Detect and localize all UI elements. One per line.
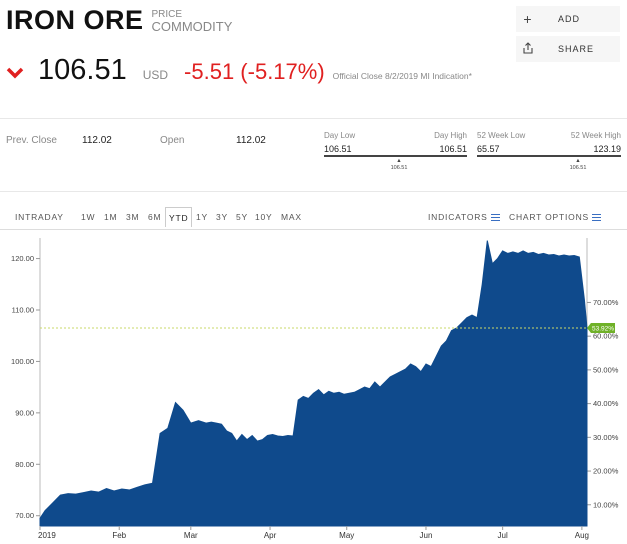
x-tick-label: Apr bbox=[264, 531, 277, 540]
week-low-label: 52 Week Low bbox=[477, 131, 526, 140]
stats-panel: Prev. Close 112.02 Open 112.02 Day Low D… bbox=[0, 118, 627, 192]
y-right-tick-label: 20.00% bbox=[593, 467, 619, 476]
y-right-tick-label: 30.00% bbox=[593, 433, 619, 442]
range-tabs: INTRADAY 1W 1M 3M 6M YTD 1Y 3Y 5Y 10Y MA… bbox=[10, 207, 620, 229]
tab-divider bbox=[0, 229, 627, 230]
week-range-bar bbox=[477, 155, 621, 157]
tab-ytd[interactable]: YTD bbox=[165, 207, 193, 227]
tab-max[interactable]: MAX bbox=[281, 212, 302, 222]
menu-icon bbox=[592, 212, 601, 223]
day-low-value: 106.51 bbox=[324, 144, 352, 154]
chart-options-button[interactable]: CHART OPTIONS bbox=[509, 207, 601, 227]
y-right-tick-label: 70.00% bbox=[593, 298, 619, 307]
tab-1w[interactable]: 1W bbox=[81, 212, 96, 222]
indicators-button[interactable]: INDICATORS bbox=[428, 207, 500, 227]
header: IRON ORE PRICE COMMODITY bbox=[6, 4, 232, 36]
week-range: 52 Week Low 52 Week High 65.57 123.19 ▲ 1… bbox=[477, 131, 621, 191]
day-high-value: 106.51 bbox=[439, 144, 467, 154]
share-button[interactable]: SHARE bbox=[516, 36, 620, 62]
x-tick-label: May bbox=[339, 531, 354, 540]
down-arrow-icon bbox=[6, 66, 26, 84]
day-high-label: Day High bbox=[434, 131, 467, 140]
action-buttons: + ADD SHARE bbox=[516, 6, 620, 66]
prev-close-label: Prev. Close bbox=[6, 135, 57, 146]
tab-6m[interactable]: 6M bbox=[148, 212, 162, 222]
tab-10y[interactable]: 10Y bbox=[255, 212, 273, 222]
week-marker-value: 106.51 bbox=[569, 165, 587, 171]
tab-intraday[interactable]: INTRADAY bbox=[15, 212, 64, 222]
tab-3y[interactable]: 3Y bbox=[216, 212, 228, 222]
y-left-tick-label: 100.00 bbox=[11, 357, 34, 366]
y-right-tick-label: 40.00% bbox=[593, 399, 619, 408]
day-range-bar bbox=[324, 155, 467, 157]
y-right-tick-label: 60.00% bbox=[593, 332, 619, 341]
chart-options-label: CHART OPTIONS bbox=[509, 212, 589, 222]
day-marker-value: 106.51 bbox=[390, 165, 408, 171]
quote-row: 106.51 USD -5.51 (-5.17%) Official Close… bbox=[6, 54, 472, 87]
x-tick-label: Mar bbox=[184, 531, 198, 540]
week-high-value: 123.19 bbox=[593, 144, 621, 154]
week-high-label: 52 Week High bbox=[570, 131, 621, 140]
page-title: IRON ORE bbox=[6, 5, 144, 35]
y-left-tick-label: 80.00 bbox=[15, 460, 34, 469]
current-price: 106.51 bbox=[38, 54, 127, 86]
plus-icon: + bbox=[523, 11, 533, 27]
day-range-marker: ▲ 106.51 bbox=[390, 158, 408, 171]
y-right-tick-label: 10.00% bbox=[593, 500, 619, 509]
y-left-tick-label: 120.00 bbox=[11, 254, 34, 263]
tab-3m[interactable]: 3M bbox=[126, 212, 140, 222]
day-range: Day Low Day High 106.51 106.51 ▲ 106.51 bbox=[324, 131, 467, 191]
official-close-note: Official Close 8/2/2019 MI Indication* bbox=[332, 71, 472, 81]
share-icon bbox=[518, 41, 538, 57]
y-right-tick-label: 50.00% bbox=[593, 365, 619, 374]
add-button[interactable]: + ADD bbox=[516, 6, 620, 32]
subtitle-bottom: COMMODITY bbox=[151, 19, 233, 34]
open-value: 112.02 bbox=[236, 135, 266, 146]
menu-icon bbox=[490, 212, 500, 223]
indicators-label: INDICATORS bbox=[428, 212, 488, 222]
x-tick-label: Jul bbox=[498, 531, 508, 540]
x-tick-label: Aug bbox=[575, 531, 589, 540]
y-left-tick-label: 70.00 bbox=[15, 511, 34, 520]
x-tick-label: Jun bbox=[420, 531, 433, 540]
tab-1m[interactable]: 1M bbox=[104, 212, 118, 222]
share-button-label: SHARE bbox=[558, 44, 595, 54]
week-range-marker: ▲ 106.51 bbox=[569, 158, 587, 171]
price-chart[interactable]: 70.00 80.00 90.00 100.00 110.00 120.00 10.00% 2… bbox=[0, 232, 627, 544]
y-left-tick-label: 110.00 bbox=[12, 306, 34, 315]
day-low-label: Day Low bbox=[324, 131, 356, 140]
open-label: Open bbox=[160, 135, 185, 146]
add-button-label: ADD bbox=[558, 14, 581, 24]
week-low-value: 65.57 bbox=[477, 144, 500, 154]
tab-5y[interactable]: 5Y bbox=[236, 212, 248, 222]
tab-1y[interactable]: 1Y bbox=[196, 212, 208, 222]
last-price-badge bbox=[587, 322, 615, 333]
price-area-series bbox=[39, 240, 588, 527]
page-subtitle: PRICE COMMODITY bbox=[152, 9, 233, 33]
price-change: -5.51 (-5.17%) bbox=[184, 59, 325, 84]
prev-close-value: 112.02 bbox=[82, 135, 112, 146]
y-left-tick-label: 90.00 bbox=[15, 408, 34, 417]
currency: USD bbox=[142, 68, 169, 82]
last-price-badge-label: 53.92% bbox=[592, 325, 614, 332]
subtitle-top: PRICE bbox=[151, 9, 183, 20]
x-tick-label: Feb bbox=[112, 531, 126, 540]
x-tick-label: 2019 bbox=[38, 531, 56, 540]
